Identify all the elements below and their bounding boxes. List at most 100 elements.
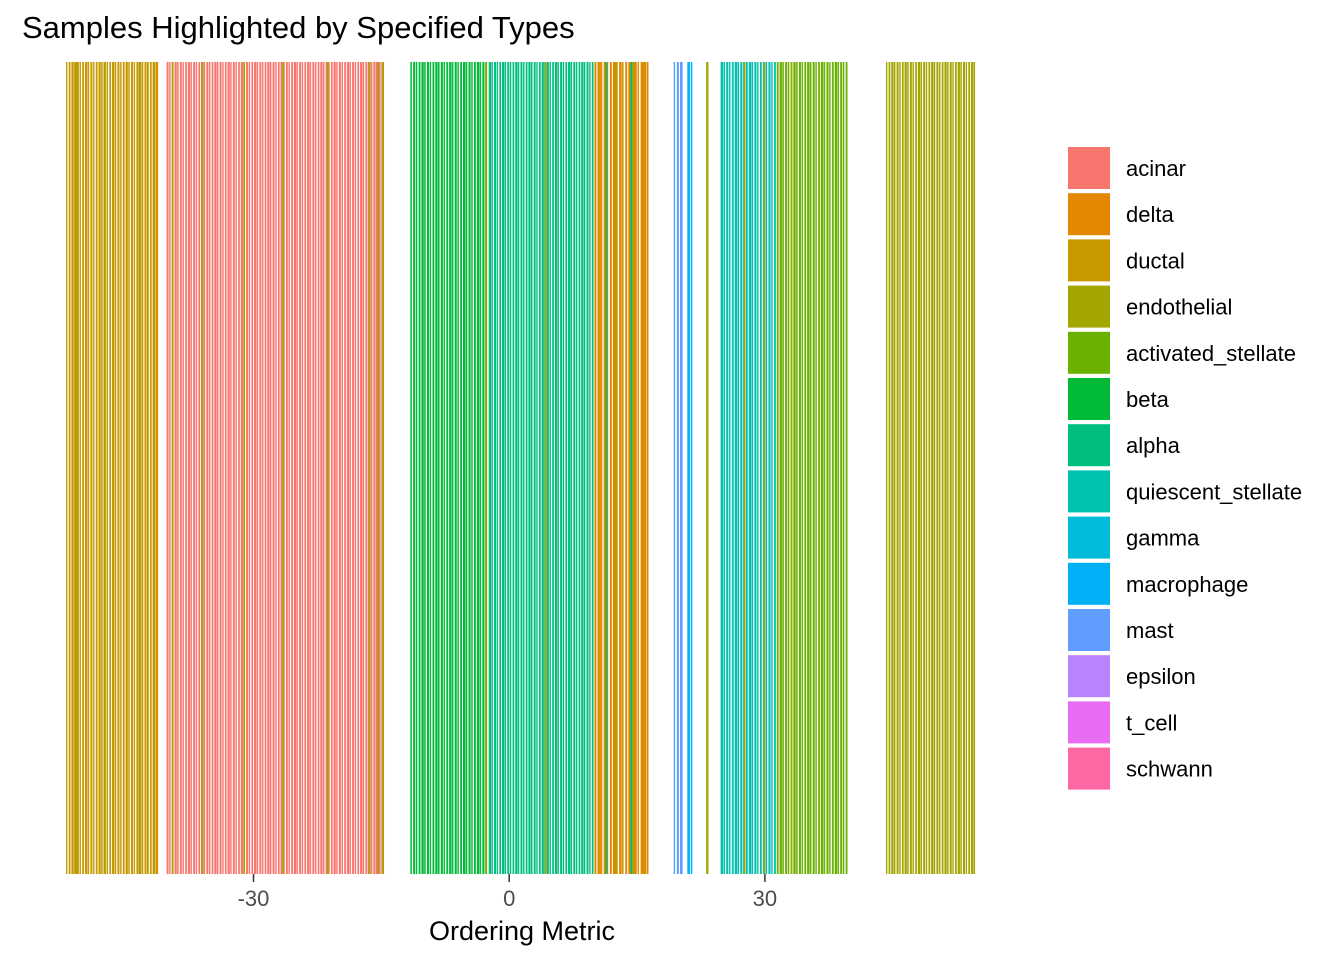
sample-bar-acinar [219, 62, 222, 874]
sample-bar-beta [438, 62, 440, 874]
sample-bar-activated_stellate [829, 62, 831, 874]
legend-label-activated_stellate: activated_stellate [1126, 341, 1296, 366]
legend-label-gamma: gamma [1126, 526, 1200, 551]
sample-bar-mast [679, 62, 683, 874]
legend-key-epsilon [1068, 655, 1110, 698]
sample-bar-acinar [185, 62, 187, 874]
sample-bar-acinar [299, 62, 302, 874]
sample-bar-acinar [370, 62, 373, 874]
legend-label-alpha: alpha [1126, 433, 1181, 458]
chart-title: Samples Highlighted by Specified Types [22, 10, 575, 45]
sample-bar-endothelial [904, 62, 907, 874]
sample-bar-alpha [575, 62, 578, 874]
sample-bar-endothelial [103, 62, 106, 874]
sample-bar-delta [606, 62, 609, 874]
sample-bar-endothelial [915, 62, 917, 874]
sample-bar-endothelial [968, 62, 971, 874]
sample-bar-endothelial [138, 62, 141, 874]
sample-bar-ductal [146, 62, 149, 874]
sample-bar-alpha [488, 62, 492, 874]
sample-bar-quiescent_stellate [723, 62, 725, 874]
sample-bar-acinar [341, 62, 343, 874]
sample-bar-ductal [155, 62, 157, 874]
sample-bar-delta [609, 62, 612, 874]
sample-bar-acinar [269, 62, 272, 874]
sample-bar-endothelial [614, 62, 617, 874]
sample-bar-quiescent_stellate [759, 62, 762, 874]
sample-bar-acinar [333, 62, 336, 874]
sample-bar-quiescent_stellate [751, 62, 754, 874]
sample-bar-acinar [246, 62, 249, 874]
sample-bar-delta [603, 62, 606, 874]
sample-bar-activated_stellate [845, 62, 848, 874]
legend-label-acinar: acinar [1126, 156, 1186, 181]
sample-bar-alpha [536, 62, 538, 874]
sample-bar-endothelial [923, 62, 926, 874]
sample-bar-acinar [375, 62, 378, 874]
sample-bar-acinar [267, 62, 270, 874]
sample-bar-endothelial [941, 62, 944, 874]
sample-bar-delta [631, 62, 634, 874]
sample-bar-activated_stellate [842, 62, 845, 874]
sample-bar-ductal [144, 62, 147, 874]
sample-bar-alpha [605, 62, 608, 874]
sample-bar-acinar [352, 62, 355, 874]
sample-bar-beta [479, 62, 482, 874]
sample-bar-ductal [66, 62, 68, 874]
sample-bar-ductal [79, 62, 81, 874]
sample-bar-endothelial [955, 62, 957, 874]
sample-bar-beta [429, 62, 432, 874]
sample-bar-endothelial [282, 62, 285, 874]
sample-bar-ductal [68, 62, 71, 874]
sample-bar-acinar [309, 62, 312, 874]
sample-bar-ductal [122, 62, 125, 874]
sample-bar-alpha [541, 62, 544, 874]
sample-bar-quiescent_stellate [748, 62, 752, 874]
legend-label-mast: mast [1126, 618, 1174, 643]
sample-bar-activated_stellate [798, 62, 801, 874]
sample-bar-activated_stellate [776, 62, 779, 874]
sample-bar-ductal [621, 62, 624, 874]
sample-bar-activated_stellate [826, 62, 829, 874]
sample-bar-ductal [74, 62, 76, 874]
sample-bar-alpha [568, 62, 571, 874]
sample-bar-endothelial [368, 62, 371, 874]
sample-bar-endothelial [907, 62, 909, 874]
sample-bar-activated_stellate [801, 62, 804, 874]
sample-bar-alpha [517, 62, 520, 874]
sample-bar-delta [600, 62, 603, 874]
legend-key-gamma [1068, 516, 1110, 559]
sample-bar-alpha [591, 62, 594, 874]
sample-bar-acinar [251, 62, 254, 874]
sample-bar-quiescent_stellate [720, 62, 723, 874]
sample-bar-ductal [598, 62, 601, 874]
sample-bar-activated_stellate [812, 62, 815, 874]
sample-bar-beta [471, 62, 473, 874]
sample-bar-quiescent_stellate [740, 62, 743, 874]
sample-bar-beta [443, 62, 445, 874]
sample-bar-ductal [106, 62, 109, 874]
sample-bar-alpha [512, 62, 515, 874]
sample-bar-activated_stellate [837, 62, 839, 874]
sample-bar-delta [643, 62, 647, 874]
sample-bar-endothelial [925, 62, 928, 874]
sample-bar-ductal [114, 62, 117, 874]
sample-bar-acinar [336, 62, 338, 874]
sample-bar-acinar [362, 62, 365, 874]
sample-bar-mast [673, 62, 676, 874]
x-tick-label: -30 [238, 886, 270, 911]
legend-key-beta [1068, 378, 1110, 420]
sample-bar-endothelial [790, 62, 793, 874]
sample-bar-endothelial [973, 62, 976, 874]
sample-bar-ductal [95, 62, 98, 874]
sample-bar-beta [449, 62, 452, 874]
sample-bar-acinar [195, 62, 198, 874]
sample-bar-ductal [128, 62, 130, 874]
sample-bar-alpha [589, 62, 591, 874]
sample-bar-acinar [338, 62, 341, 874]
sample-bar-endothelial [944, 62, 947, 874]
legend-label-endothelial: endothelial [1126, 295, 1232, 320]
sample-bar-alpha [533, 62, 536, 874]
sample-bar-ductal [84, 62, 88, 874]
sample-bar-delta [637, 62, 639, 874]
